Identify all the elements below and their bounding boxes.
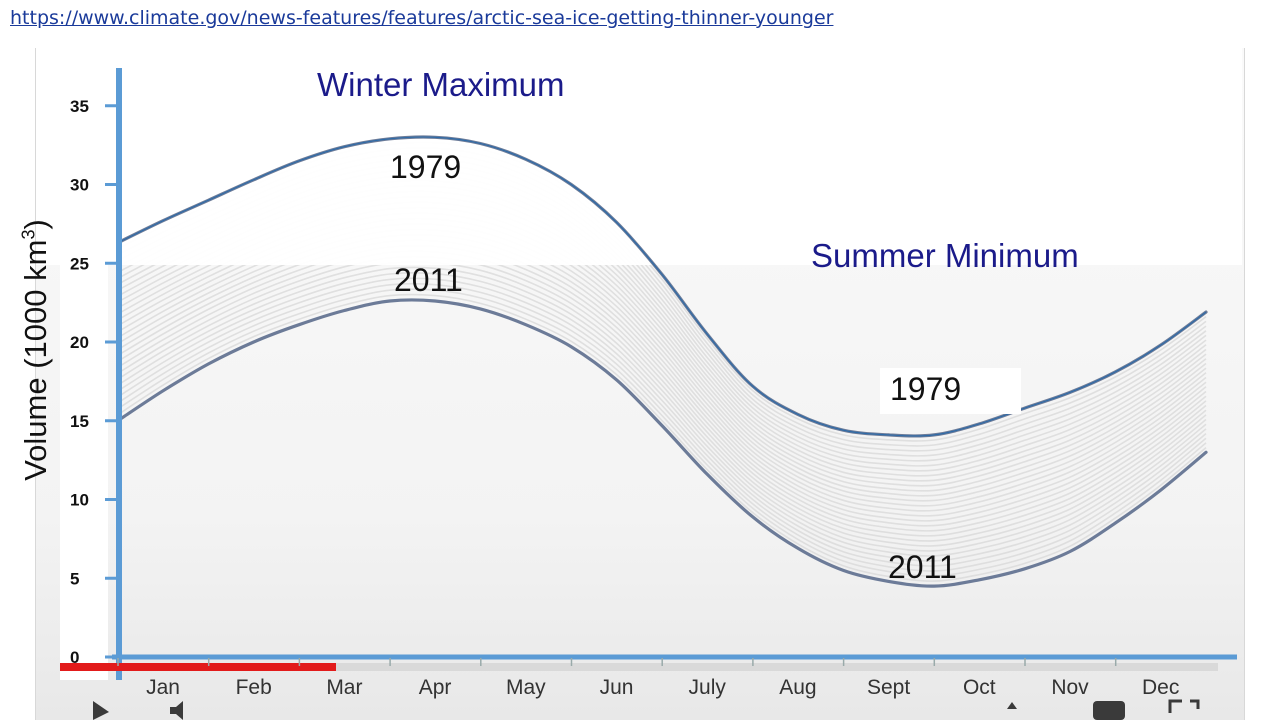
y-tick-label: 5 [70,569,79,588]
video-controls [35,695,1243,720]
label-2011-summer: 2011 [888,549,957,585]
x-tick-label: Sept [867,676,910,699]
x-tick-label: Nov [1051,676,1089,699]
x-tick-label: May [506,676,546,699]
y-tick-label: 10 [70,491,89,510]
historical-year-line [117,250,1207,542]
summer-minimum-annotation: Summer Minimum [811,237,1079,274]
historical-year-line [117,293,1207,582]
y-axis-label: Volume (1000 km3) [18,219,53,481]
progress-track[interactable] [60,663,1218,671]
historical-year-line [117,261,1207,552]
y-tick-label: 25 [70,254,89,273]
upper-panel-mask [36,48,1242,265]
settings-icon[interactable] [1007,702,1017,709]
x-tick-label: Jan [146,676,180,699]
winter-maximum-annotation: Winter Maximum [317,66,585,108]
historical-year-line [117,272,1207,562]
y-tick-label: 20 [70,333,89,352]
series-layer [116,135,1208,588]
captions-icon[interactable] [1093,701,1125,720]
series-line-2011 [116,298,1208,588]
y-tick-label: 30 [70,176,89,195]
source-link[interactable]: https://www.climate.gov/news-features/fe… [10,7,834,29]
progress-fill [60,663,336,671]
x-tick-label: Aug [779,676,816,699]
historical-year-line [117,255,1207,547]
historical-year-line [117,288,1207,577]
axes: 0 5 10 15 20 25 30 35 [70,68,1237,680]
label-1979-summer: 1979 [880,368,1022,414]
fullscreen-icon[interactable] [1168,699,1200,713]
plot-overlays [36,48,1242,680]
historical-year-line [117,282,1207,572]
play-icon[interactable] [93,701,109,720]
y-tick-label: 15 [70,412,89,431]
series-line-1979-thin [117,136,1207,437]
y-tick-label: 35 [70,97,89,116]
volume-icon[interactable] [170,701,183,720]
x-tick-label: July [689,676,727,699]
x-tick-label: Mar [326,676,362,699]
x-tick-label: Oct [963,676,996,699]
x-tick-labels: Jan Feb Mar Apr May Jun July Aug Sept Oct Nov Dec [60,658,1218,699]
label-1979-winter: 1979 [390,149,462,185]
x-tick-label: Jun [600,676,634,699]
historical-year-line [117,277,1207,567]
x-tick-label: Feb [236,676,272,699]
historical-year-line [117,244,1207,537]
y-tick-label: 0 [70,648,79,667]
label-2011-winter: 2011 [394,262,463,298]
x-tick-label: Apr [419,676,452,699]
x-tick-label: Dec [1142,676,1179,699]
historical-year-line [117,266,1207,557]
y-tick-panel [60,92,108,680]
